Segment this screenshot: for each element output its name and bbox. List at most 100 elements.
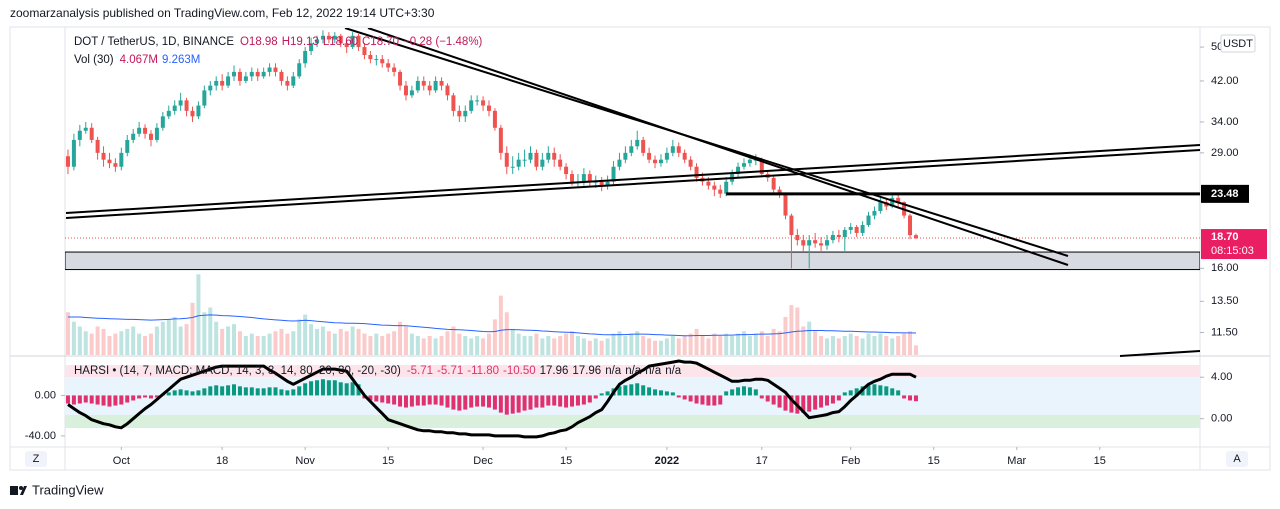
volume-bar [320, 326, 325, 355]
harsi-bar [184, 390, 189, 396]
candle-body [658, 159, 663, 164]
right-button[interactable] [1226, 451, 1248, 467]
currency[interactable]: USDT [1223, 38, 1253, 50]
harsi-bar [143, 395, 148, 398]
last-price-badge [1201, 229, 1267, 260]
volume-bar [789, 305, 794, 355]
harsi-bar [670, 392, 675, 396]
candle-body [540, 159, 545, 167]
trend-line [1119, 350, 1201, 357]
volume-bar [326, 331, 331, 355]
harsi-legend-value: 17.96 [540, 365, 569, 377]
harsi-bar [208, 386, 213, 396]
candle-body [872, 210, 877, 216]
volume-bar [315, 328, 320, 355]
harsi-bar [475, 395, 480, 407]
volume-bar [581, 338, 586, 355]
harsi-bar [504, 395, 509, 415]
harsi-bar [587, 395, 592, 403]
volume-bar [890, 338, 895, 355]
logo-part [20, 486, 27, 495]
volume-bar [392, 331, 397, 355]
volume-bar [368, 336, 373, 355]
harsi-bar [564, 395, 569, 408]
volume-bar [670, 336, 675, 355]
volume-bar [214, 321, 219, 355]
candle-body [243, 76, 248, 81]
candle-body [273, 67, 278, 72]
candle-body [801, 240, 806, 246]
volume-bar [570, 331, 575, 355]
candle-body [688, 159, 693, 167]
candle-body [374, 59, 379, 61]
harsi-bar [528, 395, 533, 410]
volume-bar [896, 336, 901, 355]
harsi-bar [415, 395, 420, 406]
volume-ma-line [68, 314, 917, 337]
volume-bar [878, 333, 883, 355]
candle-body [623, 152, 628, 160]
volume-bar [309, 324, 314, 355]
harsi-bar [172, 390, 177, 396]
candle-body [83, 127, 88, 131]
harsi-oversold-band [65, 415, 1200, 428]
volume-bar [374, 333, 379, 355]
volume-bar [451, 326, 456, 355]
candle-body [706, 181, 711, 186]
harsi-bar [427, 395, 432, 405]
candle-body [522, 159, 527, 161]
candle-body [641, 139, 646, 153]
volume-bar [629, 333, 634, 355]
volume-bar [196, 274, 201, 355]
candle-body [789, 215, 794, 235]
candle-body [107, 159, 112, 164]
candle-body [267, 67, 272, 72]
candle-body [558, 159, 563, 167]
y-tick-label: 42.00 [1211, 75, 1239, 87]
right-button-label[interactable]: A [1233, 453, 1241, 465]
volume-bar [682, 336, 687, 355]
volume-bar [267, 333, 272, 355]
volume-bar [718, 336, 723, 355]
volume-bar [154, 326, 159, 355]
volume-bar [522, 336, 527, 355]
harsi-bar [605, 391, 610, 396]
trend-line [65, 144, 1200, 214]
harsi-bar [522, 395, 527, 411]
price-legend-value: O18.98 [240, 36, 278, 48]
harsi-bar [154, 395, 159, 398]
harsi-bar [463, 395, 468, 410]
candle-body [546, 152, 551, 160]
volume-bar [884, 336, 889, 355]
volume-bar [908, 331, 913, 355]
volume-bar [338, 328, 343, 355]
volume-bar [65, 312, 70, 355]
candle-body [403, 85, 408, 96]
harsi-bar [516, 395, 521, 413]
harsi-bar [421, 395, 426, 406]
candle-body [451, 95, 456, 111]
harsi-line [67, 359, 917, 439]
harsi-bar [315, 380, 320, 396]
candle-body [528, 152, 533, 160]
candle-body [783, 193, 788, 216]
volume-bar [552, 338, 557, 355]
volume-bar [95, 326, 100, 355]
price-legend-value: L18.60 [323, 36, 358, 48]
harsi-bar [101, 395, 106, 406]
volume-bar [694, 328, 699, 355]
volume-bar [664, 338, 669, 355]
harsi-bar [724, 391, 729, 396]
volume-bar [807, 321, 812, 355]
currency-badge[interactable] [1220, 34, 1256, 53]
candle-body [279, 71, 284, 81]
volume-bar [427, 336, 432, 355]
candle-body [670, 146, 675, 153]
candle-body [653, 159, 658, 164]
candle-body [718, 189, 723, 194]
left-button-label[interactable]: Z [33, 453, 40, 465]
candle-body [232, 71, 237, 77]
left-button[interactable] [25, 451, 47, 467]
candle-body [682, 152, 687, 160]
candle-body [611, 166, 616, 182]
